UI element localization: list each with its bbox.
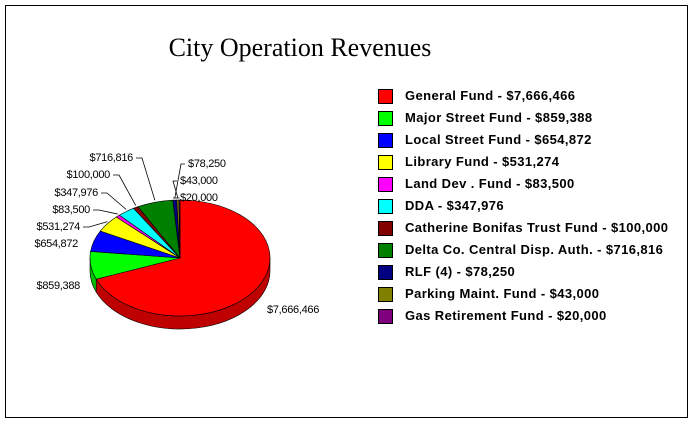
legend-label: Local Street Fund - $654,872 (405, 132, 592, 147)
leader-line (93, 209, 118, 215)
legend-item: Gas Retirement Fund - $20,000 (378, 306, 670, 326)
legend-swatch (378, 221, 393, 236)
legend-item: Land Dev . Fund - $83,500 (378, 174, 670, 194)
leader-line (113, 174, 137, 206)
legend-swatch (378, 111, 393, 126)
data-label: $7,666,466 (267, 304, 319, 316)
slice (95, 199, 271, 317)
legend-label: Delta Co. Central Disp. Auth. - $716,816 (405, 242, 664, 257)
legend-label: General Fund - $7,666,466 (405, 88, 576, 103)
legend-label: Major Street Fund - $859,388 (405, 110, 593, 125)
data-label: $43,000 (180, 175, 218, 187)
data-label: $859,388 (37, 280, 81, 292)
leader-line (101, 192, 127, 210)
legend-swatch (378, 133, 393, 148)
legend-label: RLF (4) - $78,250 (405, 264, 516, 279)
legend-label: Gas Retirement Fund - $20,000 (405, 308, 607, 323)
data-label: $654,872 (35, 238, 79, 250)
legend-item: General Fund - $7,666,466 (378, 86, 670, 106)
legend-label: Land Dev . Fund - $83,500 (405, 176, 575, 191)
data-label: $100,000 (67, 169, 111, 181)
legend-item: Library Fund - $531,274 (378, 152, 670, 172)
legend-swatch (378, 155, 393, 170)
chart-border (5, 5, 688, 418)
slice (178, 199, 181, 259)
data-label: $83,500 (52, 204, 90, 216)
legend-label: Parking Maint. Fund - $43,000 (405, 286, 600, 301)
legend: General Fund - $7,666,466 Major Street Fu… (378, 86, 670, 328)
legend-swatch (378, 309, 393, 324)
legend-label: Library Fund - $531,274 (405, 154, 560, 169)
legend-item: RLF (4) - $78,250 (378, 262, 670, 282)
legend-item: Delta Co. Central Disp. Auth. - $716,816 (378, 240, 670, 260)
legend-item: Parking Maint. Fund - $43,000 (378, 284, 670, 304)
legend-item: Local Street Fund - $654,872 (378, 130, 670, 150)
legend-label: DDA - $347,976 (405, 198, 505, 213)
legend-swatch (378, 177, 393, 192)
legend-swatch (378, 199, 393, 214)
legend-swatch (378, 265, 393, 280)
chart-title: City Operation Revenues (169, 33, 432, 62)
data-label: $347,976 (55, 187, 99, 199)
legend-label: Catherine Bonifas Trust Fund - $100,000 (405, 220, 669, 235)
legend-item: Catherine Bonifas Trust Fund - $100,000 (378, 218, 670, 238)
leader-line (174, 163, 185, 199)
legend-swatch (378, 243, 393, 258)
legend-swatch (378, 287, 393, 302)
data-label: $20,000 (180, 192, 218, 204)
data-label: $531,274 (37, 221, 81, 233)
leader-line (136, 157, 156, 201)
leader-line (83, 221, 108, 228)
legend-item: DDA - $347,976 (378, 196, 670, 216)
leader-line (172, 180, 179, 199)
legend-item: Major Street Fund - $859,388 (378, 108, 670, 128)
legend-swatch (378, 89, 393, 104)
data-label: $78,250 (188, 158, 226, 170)
data-label: $716,816 (90, 152, 134, 164)
